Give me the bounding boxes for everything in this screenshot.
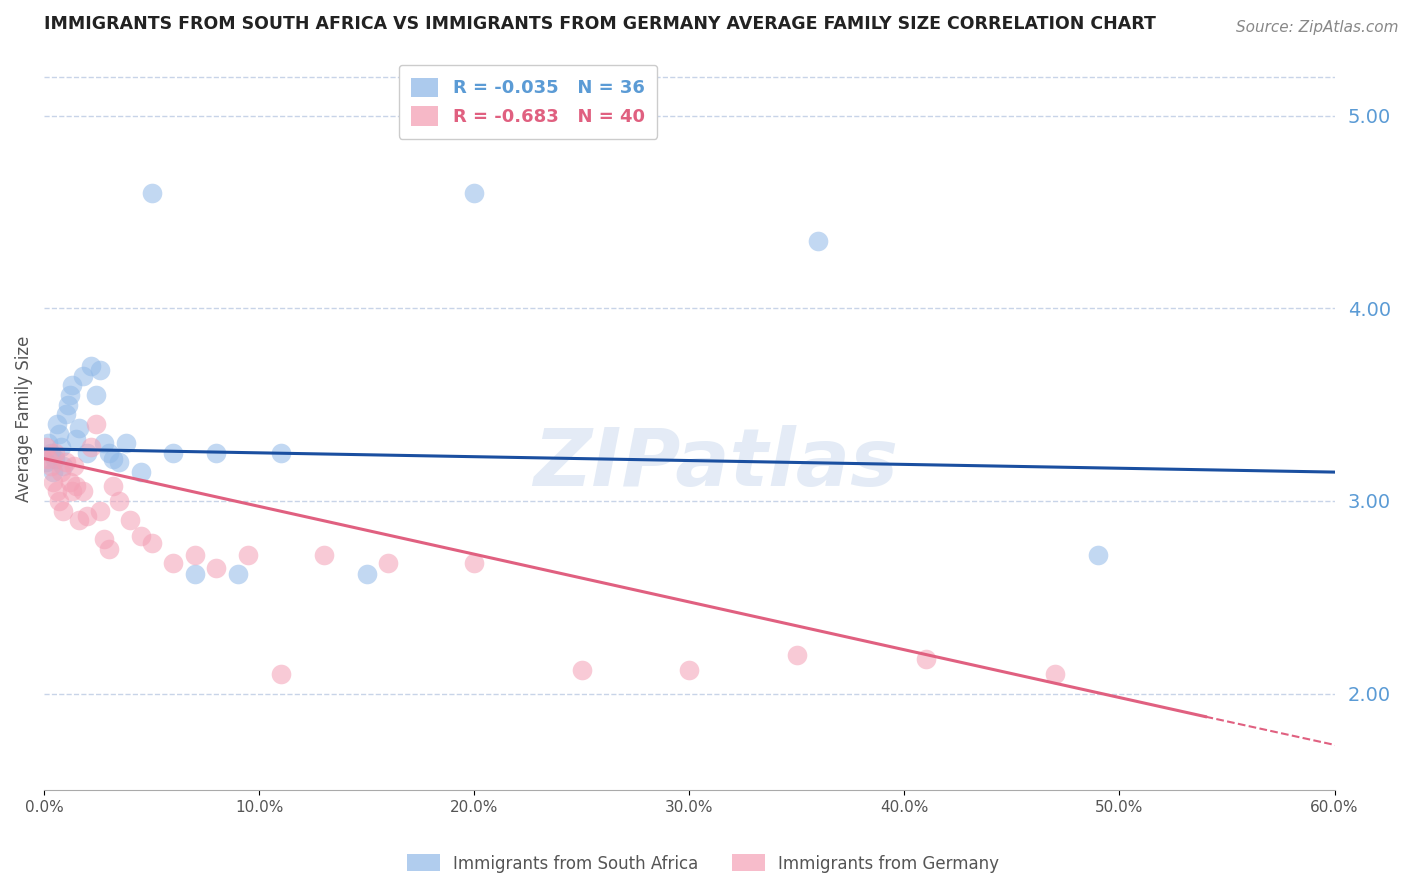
- Point: [35, 455, 58, 469]
- Text: IMMIGRANTS FROM SOUTH AFRICA VS IMMIGRANTS FROM GERMANY AVERAGE FAMILY SIZE CORR: IMMIGRANTS FROM SOUTH AFRICA VS IMMIGRAN…: [44, 15, 1156, 33]
- Point: [60, 484, 83, 499]
- Point: [93, 533, 115, 547]
- Text: Source: ZipAtlas.com: Source: ZipAtlas.com: [1236, 20, 1399, 35]
- Point: [80, 359, 103, 374]
- Point: [162, 446, 184, 460]
- Point: [678, 664, 700, 678]
- Point: [56, 398, 79, 412]
- Point: [65, 433, 87, 447]
- Point: [35, 440, 58, 454]
- Point: [76, 446, 98, 460]
- Point: [270, 667, 292, 681]
- Legend: R = -0.035   N = 36, R = -0.683   N = 40: R = -0.035 N = 36, R = -0.683 N = 40: [399, 65, 658, 139]
- Point: [571, 664, 593, 678]
- Point: [108, 455, 131, 469]
- Point: [59, 475, 82, 489]
- Point: [55, 455, 77, 469]
- Point: [915, 652, 938, 666]
- Point: [89, 503, 111, 517]
- Point: [72, 368, 94, 383]
- Point: [46, 417, 69, 431]
- Point: [463, 556, 485, 570]
- Point: [377, 556, 399, 570]
- Point: [84, 417, 107, 431]
- Legend: Immigrants from South Africa, Immigrants from Germany: Immigrants from South Africa, Immigrants…: [399, 847, 1007, 880]
- Point: [786, 648, 808, 662]
- Point: [60, 378, 83, 392]
- Point: [141, 536, 163, 550]
- Point: [52, 459, 75, 474]
- Point: [226, 567, 249, 582]
- Point: [356, 567, 378, 582]
- Point: [48, 494, 70, 508]
- Point: [129, 528, 152, 542]
- Point: [101, 478, 124, 492]
- Point: [39, 446, 62, 460]
- Point: [52, 503, 75, 517]
- Point: [41, 475, 63, 489]
- Point: [1043, 667, 1066, 681]
- Point: [312, 548, 335, 562]
- Point: [72, 484, 94, 499]
- Point: [67, 421, 90, 435]
- Point: [51, 440, 73, 454]
- Point: [48, 426, 70, 441]
- Point: [141, 186, 163, 200]
- Text: ZIPatlas: ZIPatlas: [533, 425, 897, 502]
- Point: [238, 548, 260, 562]
- Point: [63, 459, 86, 474]
- Point: [129, 465, 152, 479]
- Point: [41, 465, 63, 479]
- Point: [44, 451, 66, 466]
- Point: [807, 234, 830, 248]
- Point: [162, 556, 184, 570]
- Point: [67, 513, 90, 527]
- Y-axis label: Average Family Size: Average Family Size: [15, 336, 32, 502]
- Point: [80, 440, 103, 454]
- Point: [76, 509, 98, 524]
- Point: [1087, 548, 1109, 562]
- Point: [93, 436, 115, 450]
- Point: [205, 561, 228, 575]
- Point: [89, 363, 111, 377]
- Point: [37, 451, 59, 466]
- Point: [51, 465, 73, 479]
- Point: [97, 446, 120, 460]
- Point: [39, 459, 62, 474]
- Point: [46, 484, 69, 499]
- Point: [84, 388, 107, 402]
- Point: [183, 548, 205, 562]
- Point: [183, 567, 205, 582]
- Point: [101, 451, 124, 466]
- Point: [55, 407, 77, 421]
- Point: [120, 513, 142, 527]
- Point: [270, 446, 292, 460]
- Point: [108, 494, 131, 508]
- Point: [463, 186, 485, 200]
- Point: [115, 436, 138, 450]
- Point: [97, 542, 120, 557]
- Point: [44, 446, 66, 460]
- Point: [205, 446, 228, 460]
- Point: [65, 478, 87, 492]
- Point: [37, 436, 59, 450]
- Point: [59, 388, 82, 402]
